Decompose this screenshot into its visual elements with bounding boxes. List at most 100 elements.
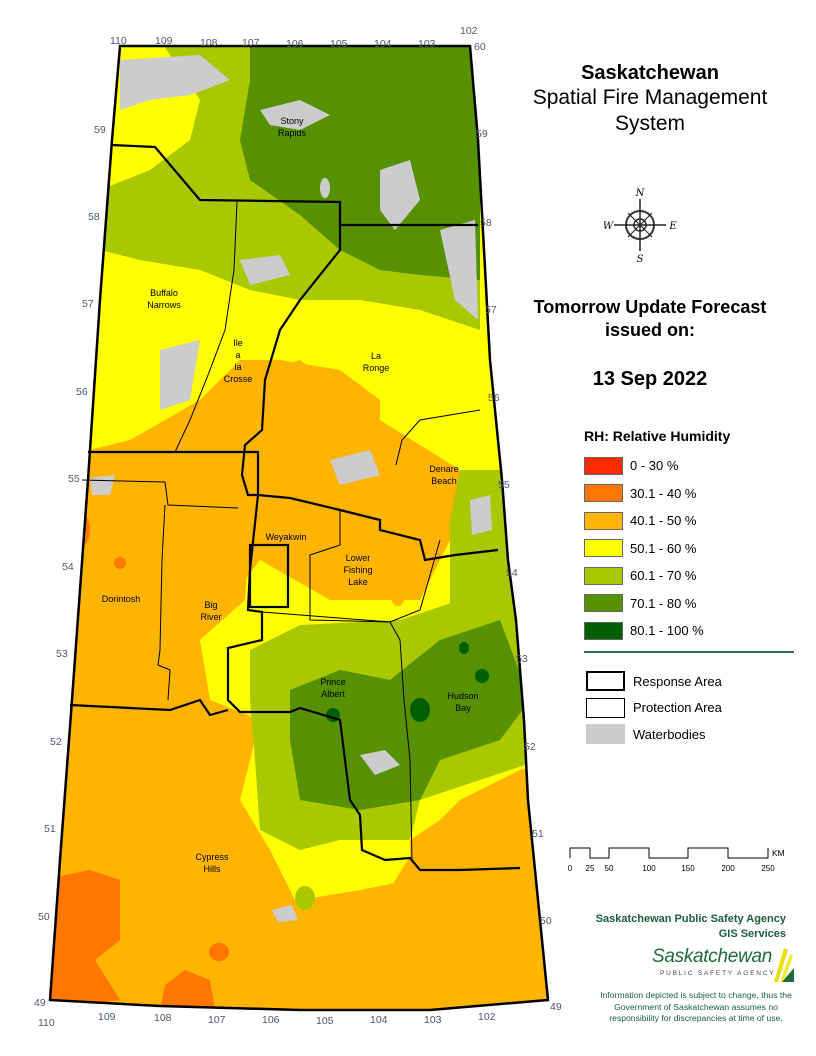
svg-text:52: 52 bbox=[50, 736, 62, 748]
svg-text:55: 55 bbox=[498, 479, 510, 491]
place-weyakwin: Weyakwin bbox=[266, 532, 307, 542]
logo-wordmark: Saskatchewan bbox=[652, 946, 772, 967]
svg-text:104: 104 bbox=[374, 38, 392, 50]
svg-text:58: 58 bbox=[88, 211, 100, 223]
swatch-40-50 bbox=[584, 511, 623, 530]
svg-text:102: 102 bbox=[478, 1011, 496, 1023]
svg-text:E: E bbox=[668, 221, 677, 232]
protection-area-swatch bbox=[586, 697, 625, 718]
svg-text:S: S bbox=[637, 254, 644, 265]
agency-department: GIS Services bbox=[718, 928, 786, 940]
forecast-heading: Tomorrow Update Forecast issued on: bbox=[500, 296, 800, 342]
svg-text:KM: KM bbox=[772, 848, 785, 858]
svg-text:50: 50 bbox=[38, 911, 50, 923]
svg-text:51: 51 bbox=[532, 828, 544, 840]
svg-text:58: 58 bbox=[480, 217, 492, 229]
scale-bar: KM 0 25 50 100 150 200 250 bbox=[568, 847, 785, 873]
forecast-line2: issued on: bbox=[604, 320, 695, 340]
svg-text:49: 49 bbox=[34, 997, 46, 1009]
place-denare-beach: Denare Beach bbox=[429, 464, 459, 486]
svg-text:51: 51 bbox=[44, 823, 56, 835]
svg-text:60: 60 bbox=[474, 41, 486, 53]
place-ile-a-la-crosse: Ile a la Crosse bbox=[224, 338, 253, 384]
svg-text:52: 52 bbox=[524, 741, 536, 753]
response-area-swatch bbox=[586, 671, 625, 692]
svg-text:150: 150 bbox=[681, 864, 695, 873]
swatch-0-30 bbox=[584, 456, 623, 475]
swatch-70-80 bbox=[584, 594, 623, 613]
place-prince-albert: Prince Albert bbox=[320, 677, 346, 699]
graticule-labels: 110 109 108 107 106 105 104 103 102 60 5… bbox=[34, 25, 562, 1029]
svg-text:56: 56 bbox=[488, 392, 500, 404]
legend-item-70-80: 70.1 - 80 % bbox=[584, 590, 794, 618]
svg-text:0: 0 bbox=[568, 864, 573, 873]
svg-text:110: 110 bbox=[38, 1017, 55, 1029]
wheat-flag-icon bbox=[774, 948, 794, 982]
svg-text:55: 55 bbox=[68, 473, 80, 485]
place-cypress-hills: Cypress Hills bbox=[195, 852, 229, 874]
waterbodies bbox=[90, 55, 492, 922]
protection-area-boundaries bbox=[81, 201, 481, 861]
svg-text:49: 49 bbox=[550, 1001, 562, 1013]
forecast-date: 13 Sep 2022 bbox=[592, 368, 708, 390]
svg-text:105: 105 bbox=[316, 1015, 334, 1027]
boundary-legend: Response Area Protection Area Waterbodie… bbox=[586, 668, 796, 748]
svg-text:110: 110 bbox=[110, 35, 127, 47]
spsa-logo: Saskatchewan PUBLIC SAFETY AGENCY bbox=[646, 944, 796, 988]
svg-text:50: 50 bbox=[605, 864, 614, 873]
compass-rose-icon: N S E W bbox=[603, 188, 677, 265]
swatch-80-100 bbox=[584, 621, 623, 640]
svg-text:108: 108 bbox=[200, 37, 218, 49]
svg-text:104: 104 bbox=[370, 1014, 388, 1026]
response-area-boundaries bbox=[69, 143, 521, 872]
legend-item-50-60: 50.1 - 60 % bbox=[584, 535, 794, 563]
svg-text:N: N bbox=[635, 188, 646, 199]
svg-text:107: 107 bbox=[208, 1014, 226, 1026]
legend-protection-area: Protection Area bbox=[586, 695, 796, 722]
legend-title: RH: Relative Humidity bbox=[584, 428, 731, 444]
svg-text:108: 108 bbox=[154, 1012, 172, 1024]
logo-tagline: PUBLIC SAFETY AGENCY bbox=[660, 970, 776, 977]
svg-text:250: 250 bbox=[761, 864, 775, 873]
agency-credit: Saskatchewan Public Safety Agency GIS Se… bbox=[586, 912, 786, 942]
place-dorintosh: Dorintosh bbox=[102, 594, 141, 604]
rh-legend: RH: Relative Humidity 0 - 30 % 30.1 - 40… bbox=[584, 428, 794, 645]
swatch-50-60 bbox=[584, 539, 623, 558]
place-big-river: Big River bbox=[200, 600, 221, 622]
legend-divider bbox=[584, 651, 794, 653]
svg-text:102: 102 bbox=[460, 25, 478, 37]
svg-text:106: 106 bbox=[262, 1014, 280, 1026]
svg-text:106: 106 bbox=[286, 38, 304, 50]
place-hudson-bay: Hudson Bay bbox=[447, 691, 478, 713]
svg-text:105: 105 bbox=[330, 38, 348, 50]
svg-text:53: 53 bbox=[56, 648, 68, 660]
place-la-ronge: La Ronge bbox=[363, 351, 390, 373]
forecast-line1: Tomorrow Update Forecast bbox=[533, 297, 767, 317]
svg-text:57: 57 bbox=[485, 304, 497, 316]
svg-text:59: 59 bbox=[94, 124, 106, 136]
legend-item-0-30: 0 - 30 % bbox=[584, 452, 794, 480]
waterbodies-swatch bbox=[586, 724, 625, 745]
svg-text:109: 109 bbox=[98, 1011, 116, 1023]
svg-text:200: 200 bbox=[721, 864, 735, 873]
legend-response-area: Response Area bbox=[586, 668, 796, 695]
title-system-line2: System bbox=[614, 112, 685, 135]
svg-text:100: 100 bbox=[642, 864, 656, 873]
agency-name: Saskatchewan Public Safety Agency bbox=[595, 913, 786, 925]
svg-text:54: 54 bbox=[62, 561, 74, 573]
svg-text:25: 25 bbox=[586, 864, 595, 873]
place-stony-rapids: Stony Rapids bbox=[278, 116, 307, 138]
legend-item-80-100: 80.1 - 100 % bbox=[584, 617, 794, 645]
svg-text:59: 59 bbox=[476, 128, 488, 140]
place-buffalo-narrows: Buffalo Narrows bbox=[147, 288, 181, 310]
swatch-60-70 bbox=[584, 566, 623, 585]
svg-text:50: 50 bbox=[540, 915, 552, 927]
svg-text:W: W bbox=[603, 221, 614, 232]
svg-text:103: 103 bbox=[424, 1014, 442, 1026]
disclaimer: Information depicted is subject to chang… bbox=[600, 990, 792, 1023]
title-system-line1: Spatial Fire Management bbox=[532, 86, 768, 109]
legend-item-40-50: 40.1 - 50 % bbox=[584, 507, 794, 535]
svg-text:109: 109 bbox=[155, 35, 173, 47]
svg-text:54: 54 bbox=[506, 567, 518, 579]
